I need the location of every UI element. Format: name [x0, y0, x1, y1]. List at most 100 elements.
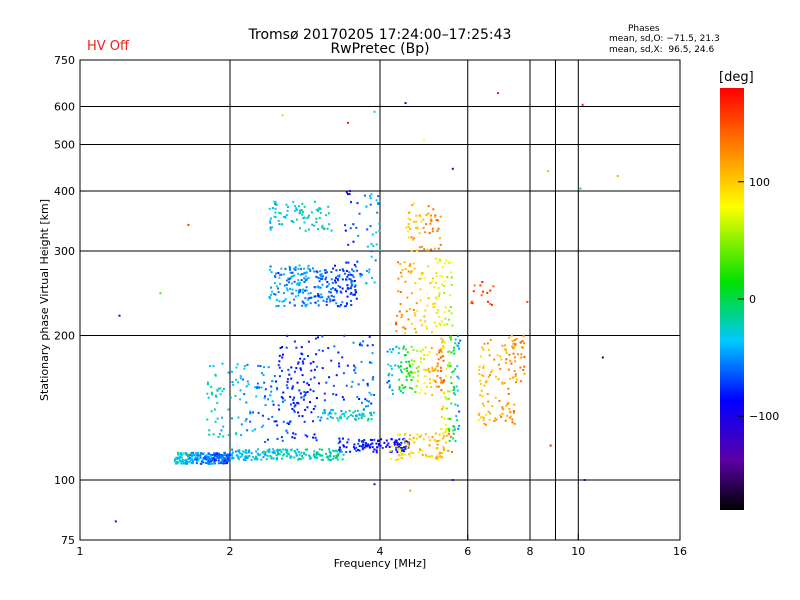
data-point: [277, 451, 279, 454]
data-point: [285, 279, 288, 282]
data-point: [221, 416, 223, 419]
data-point: [435, 353, 438, 356]
data-point: [420, 449, 423, 452]
data-point: [408, 307, 411, 310]
data-point: [246, 363, 249, 366]
data-point: [434, 257, 437, 260]
data-point: [194, 458, 196, 461]
data-point: [352, 411, 355, 414]
data-point: [260, 372, 263, 375]
data-point: [286, 386, 289, 389]
data-point: [395, 445, 398, 448]
data-point: [401, 384, 404, 387]
data-point: [187, 457, 190, 460]
data-point: [439, 349, 442, 352]
data-point: [397, 458, 400, 461]
data-point: [410, 322, 413, 325]
data-point: [208, 429, 211, 432]
data-point: [319, 296, 322, 299]
data-point: [339, 286, 342, 289]
data-point: [299, 273, 302, 276]
data-point: [507, 368, 510, 371]
data-point: [346, 270, 349, 272]
data-point: [432, 302, 434, 305]
data-point: [222, 387, 225, 390]
data-point: [398, 438, 401, 441]
data-point: [487, 410, 490, 413]
data-point: [240, 423, 243, 426]
data-point: [404, 432, 407, 435]
data-point: [430, 347, 433, 349]
data-point: [470, 300, 473, 303]
colorbar-tick-label: 100: [749, 176, 770, 189]
data-point: [482, 364, 485, 367]
data-point: [316, 276, 319, 279]
data-point: [398, 448, 401, 451]
data-point: [321, 458, 324, 461]
data-point: [357, 234, 360, 237]
data-point: [329, 300, 332, 303]
data-point: [418, 435, 421, 438]
data-point: [364, 444, 367, 447]
data-point: [449, 417, 452, 420]
data-point: [230, 457, 233, 460]
data-point: [197, 456, 200, 459]
data-point: [392, 392, 394, 395]
data-point: [424, 375, 427, 378]
data-point: [372, 245, 375, 247]
data-point: [196, 454, 199, 457]
data-point: [378, 444, 381, 447]
data-point: [287, 278, 290, 281]
data-point: [215, 454, 217, 457]
data-point: [403, 332, 406, 335]
data-point: [411, 387, 413, 390]
data-point: [506, 414, 509, 417]
data-point: [330, 294, 333, 297]
data-point: [415, 302, 418, 305]
data-point: [246, 456, 249, 459]
data-point: [400, 275, 403, 278]
data-point: [314, 200, 316, 203]
data-point: [347, 261, 350, 264]
data-point: [292, 292, 294, 295]
data-point: [301, 353, 304, 356]
data-point: [215, 395, 218, 398]
data-point: [210, 453, 212, 456]
data-point: [442, 405, 445, 408]
data-point: [207, 459, 210, 462]
data-point: [500, 358, 503, 361]
data-point: [196, 459, 198, 462]
data-point: [438, 351, 441, 354]
data-point: [435, 457, 437, 460]
data-point: [442, 446, 445, 449]
data-point: [283, 453, 285, 456]
data-point: [388, 445, 391, 448]
data-point: [266, 449, 269, 452]
data-point: [443, 262, 446, 265]
data-point: [187, 223, 190, 226]
data-point: [491, 303, 493, 306]
data-point: [275, 285, 278, 288]
data-point: [479, 284, 482, 287]
data-point: [450, 351, 453, 354]
data-point: [440, 456, 443, 459]
data-point: [437, 385, 440, 388]
data-point: [477, 369, 480, 371]
data-point: [277, 404, 280, 407]
data-point: [294, 451, 297, 454]
data-point: [398, 347, 401, 350]
data-point: [491, 369, 494, 372]
data-point: [514, 375, 517, 378]
data-point: [347, 438, 350, 441]
data-point: [509, 415, 512, 418]
x-tick-label: 16: [673, 545, 687, 558]
data-point: [394, 443, 396, 446]
data-point: [443, 435, 446, 438]
phase-stats-title: Phases: [628, 24, 660, 34]
data-point: [351, 283, 354, 286]
data-point: [330, 288, 333, 291]
data-point: [286, 422, 289, 425]
data-point: [211, 457, 214, 460]
data-point: [237, 458, 240, 461]
data-point: [487, 300, 489, 303]
